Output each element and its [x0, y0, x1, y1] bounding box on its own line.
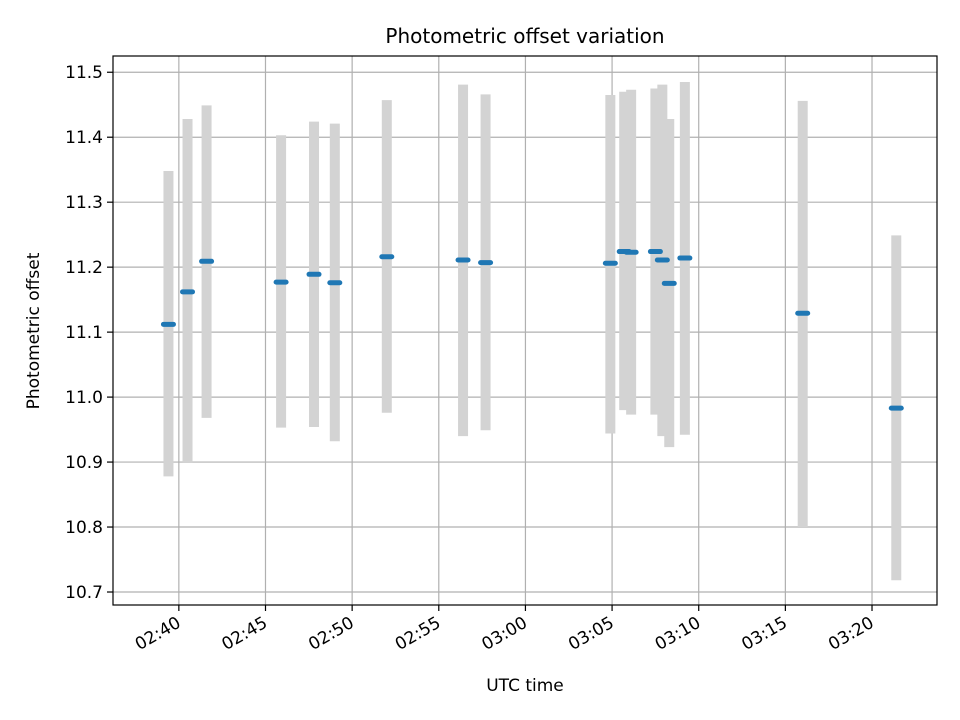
- y-tick-label: 11.5: [65, 63, 103, 83]
- data-points: [160, 249, 904, 411]
- y-tick-label: 11.4: [65, 128, 103, 148]
- y-axis-label: Photometric offset: [24, 252, 44, 409]
- x-axis-label: UTC time: [486, 676, 564, 696]
- y-tick-label: 11.0: [65, 388, 103, 408]
- y-tick-label: 11.3: [65, 193, 103, 213]
- y-tick-label: 10.9: [65, 453, 103, 473]
- y-axis-ticks: 10.7 10.8 10.9 11.0 11.1 11.2 11.3 11.4 11.5: [65, 63, 113, 603]
- y-tick-label: 11.1: [65, 323, 103, 343]
- y-tick-label: 10.8: [65, 518, 103, 538]
- y-tick-label: 11.2: [65, 258, 103, 278]
- chart-title: Photometric offset variation: [385, 24, 664, 48]
- y-tick-label: 10.7: [65, 583, 103, 603]
